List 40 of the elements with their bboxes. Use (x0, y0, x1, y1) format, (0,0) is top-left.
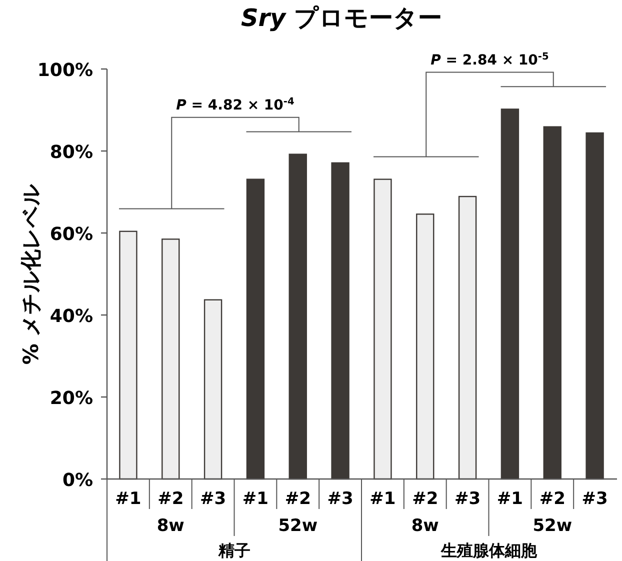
bar (543, 126, 562, 480)
text: P = 2.84 × 10$^{-5}$ (430, 50, 549, 68)
x-tick-label: #2 (284, 489, 311, 509)
bar (204, 299, 222, 480)
bar (331, 162, 350, 480)
bar (246, 178, 265, 480)
text: 52w (278, 516, 318, 536)
y-tick-label: 100% (37, 60, 93, 81)
y-tick-label: 80% (50, 142, 93, 163)
bar (288, 154, 307, 480)
x-tick-label: #1 (370, 489, 396, 509)
y-tick-label: 20% (50, 388, 93, 409)
chart-title: Sry プロモーター (240, 4, 442, 32)
x-tick-label: #1 (115, 489, 142, 509)
bar (119, 230, 138, 480)
x-tick-label: #3 (200, 489, 226, 509)
y-axis-title: % メチル化レベル (19, 183, 43, 365)
x-tick-label: #3 (454, 489, 481, 509)
y-tick-label: 0% (62, 470, 93, 491)
text: 8w (156, 516, 185, 536)
y-tick-label: 60% (50, 224, 93, 245)
x-tick-label: #2 (412, 489, 438, 509)
text: 生殖腺体細胞 (440, 541, 538, 560)
bar (500, 108, 520, 480)
bar (162, 238, 180, 480)
x-tick-label: #2 (539, 489, 566, 509)
bar (416, 214, 434, 480)
x-tick-label: #1 (496, 489, 523, 509)
bar (374, 178, 392, 480)
y-tick-label: 40% (50, 306, 93, 327)
text: 精子 (217, 541, 250, 560)
text: 52w (532, 516, 572, 536)
text: 8w (411, 516, 440, 536)
x-tick-label: #1 (242, 489, 268, 509)
x-tick-label: #3 (582, 489, 608, 509)
bar (458, 196, 477, 480)
annotation: P = 4.82 × 10$^{-4}$ (176, 96, 294, 114)
x-tick-label: #2 (158, 489, 184, 509)
bar (586, 132, 604, 480)
x-tick-label: #3 (327, 489, 354, 509)
